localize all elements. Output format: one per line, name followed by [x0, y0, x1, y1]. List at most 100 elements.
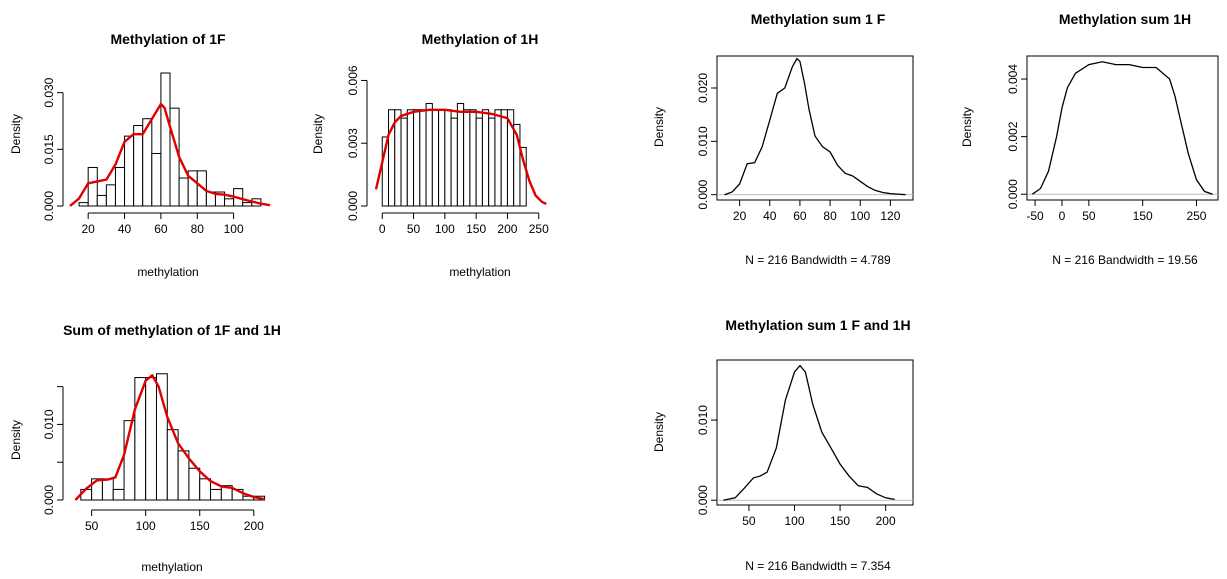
histogram-bar [400, 117, 408, 207]
histogram-bar [450, 117, 458, 207]
x-tick-label: 150 [466, 222, 486, 236]
x-tick-label: 150 [1133, 209, 1153, 223]
histogram-bar [224, 198, 235, 207]
x-tick-label: 50 [1082, 209, 1096, 223]
density-curve [69, 102, 271, 207]
plot-frame [1026, 55, 1219, 201]
x-tick-label: 250 [1186, 209, 1206, 223]
x-axis-label: methylation [141, 560, 202, 574]
panel-density-1h: Methylation sum 1H N = 216 Bandwidth = 1… [960, 11, 1219, 267]
x-tick-label: 0 [379, 222, 386, 236]
x-tick-label: 60 [154, 222, 168, 236]
histogram-bar [105, 184, 116, 207]
histogram-bar [114, 166, 126, 207]
x-axis-label: methylation [137, 265, 198, 279]
histogram-bar [78, 202, 89, 207]
histogram-bar [463, 109, 471, 207]
x-tick-label: 150 [830, 514, 850, 528]
x-tick-label: 0 [1059, 209, 1066, 223]
histogram-bar [96, 194, 107, 207]
histogram-bar [394, 109, 402, 207]
x-tick-label: 60 [793, 209, 807, 223]
x-tick-label: 250 [529, 222, 549, 236]
chart-title: Methylation sum 1 F and 1H [725, 317, 910, 333]
x-tick-label: 40 [763, 209, 777, 223]
x-tick-label: 100 [136, 519, 156, 533]
density-curve [374, 108, 547, 205]
histogram-bar [481, 109, 490, 207]
histogram-bar [101, 478, 114, 501]
histogram-bar [519, 146, 527, 207]
x-tick-label: 80 [823, 209, 837, 223]
x-axis-label: N = 216 Bandwidth = 19.56 [1052, 253, 1198, 267]
y-tick-label: 0.002 [1006, 121, 1020, 151]
chart-title: Methylation sum 1 F [751, 11, 886, 27]
plot-frame [716, 359, 914, 506]
x-tick-label: 80 [191, 222, 205, 236]
histogram-bar [438, 109, 446, 207]
density-curve [74, 374, 265, 501]
y-tick-label: 0.000 [42, 485, 56, 515]
histogram-bar [406, 109, 415, 207]
y-tick-label: 0.020 [696, 73, 710, 103]
x-axis-label: N = 216 Bandwidth = 7.354 [745, 559, 891, 573]
histogram-bar [456, 102, 465, 207]
y-tick-label: 0.015 [42, 134, 56, 164]
y-tick-label: 0.006 [346, 65, 360, 95]
chart-title: Sum of methylation of 1F and 1H [63, 322, 281, 338]
chart-plot-area: 50 100 150 200 0.000 0.010 [696, 359, 914, 528]
x-tick-label: 150 [190, 519, 210, 533]
histogram-bar [413, 109, 421, 207]
chart-plot-area: 50 100 150 200 0.000 0.010 [42, 373, 266, 533]
x-tick-label: 100 [224, 222, 244, 236]
x-tick-label: -50 [1026, 209, 1044, 223]
histogram-bar [133, 125, 144, 207]
histogram-bar [419, 109, 427, 207]
x-tick-label: 200 [876, 514, 896, 528]
histogram-bar [500, 109, 508, 207]
density-curve [724, 57, 906, 196]
plot-frame [716, 55, 914, 201]
chart-title: Methylation sum 1H [1059, 11, 1191, 27]
panel-hist-1f: Methylation of 1F methylation Density 20… [9, 31, 271, 279]
x-tick-label: 200 [244, 519, 264, 533]
y-axis-label: Density [652, 107, 666, 147]
chart-plot-area: -50 0 50 150 250 0.000 0.002 0.004 [1006, 55, 1219, 223]
y-axis-label: Density [9, 420, 23, 460]
panel-hist-1h: Methylation of 1H methylation Density 0 5… [311, 31, 549, 279]
histogram-bar [178, 177, 189, 207]
y-axis-label: Density [9, 114, 23, 154]
histogram-bar [155, 373, 168, 501]
histogram-bar [112, 488, 125, 501]
y-tick-label: 0.000 [1006, 179, 1020, 209]
x-tick-label: 20 [733, 209, 747, 223]
panel-hist-sum: Sum of methylation of 1F and 1H methylat… [9, 322, 281, 574]
chart-title: Methylation of 1H [422, 31, 539, 47]
x-tick-label: 50 [85, 519, 99, 533]
x-tick-label: 100 [850, 209, 870, 223]
histogram-bar [160, 72, 171, 207]
histogram-bar [177, 450, 190, 501]
y-tick-label: 0.010 [696, 126, 710, 156]
y-tick-label: 0.010 [696, 405, 710, 435]
y-axis-label: Density [652, 412, 666, 452]
x-tick-label: 200 [497, 222, 517, 236]
histogram-bar [475, 117, 483, 207]
x-tick-label: 100 [435, 222, 455, 236]
histogram-bar [188, 467, 201, 501]
y-axis-label: Density [960, 107, 974, 147]
histogram-bar [488, 117, 496, 207]
panel-density-sum: Methylation sum 1 F and 1H N = 216 Bandw… [652, 317, 914, 573]
y-tick-label: 0.000 [696, 485, 710, 515]
density-curve [723, 364, 895, 501]
y-tick-label: 0.000 [42, 191, 56, 221]
density-curve [1032, 61, 1213, 195]
histogram-bar [444, 109, 452, 207]
y-tick-label: 0.004 [1006, 64, 1020, 94]
chart-title: Methylation of 1F [110, 31, 226, 47]
y-tick-label: 0.030 [42, 77, 56, 107]
x-tick-label: 20 [82, 222, 96, 236]
histogram-bar [242, 202, 253, 207]
histogram-bar [124, 135, 135, 207]
